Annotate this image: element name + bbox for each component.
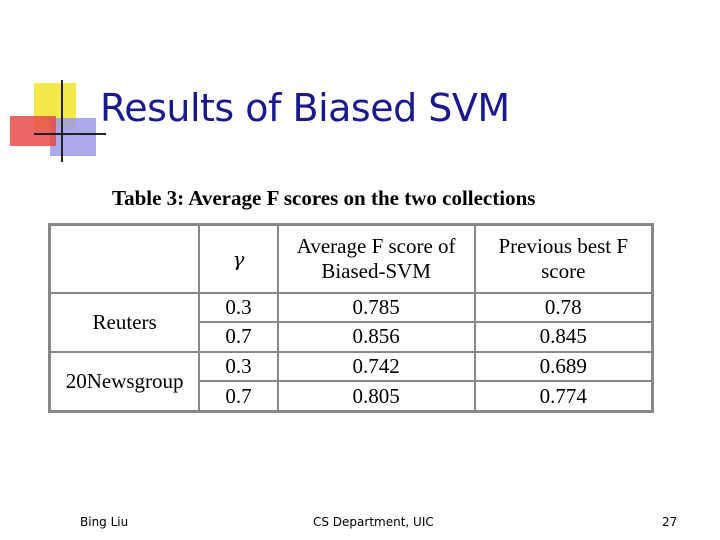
gamma-cell: 0.3 bbox=[198, 350, 279, 383]
table-row: 0.7 0.856 0.845 bbox=[50, 321, 654, 353]
biased-svm-cell: 0.856 bbox=[276, 321, 476, 353]
previous-best-cell: 0.774 bbox=[473, 380, 654, 413]
table-header-row: γ Average F score of Biased-SVM Previous… bbox=[48, 223, 654, 294]
table-row: Reuters 0.3 0.785 0.78 bbox=[48, 291, 654, 353]
previous-best-cell: 0.689 bbox=[473, 350, 654, 383]
biased-svm-cell: 0.785 bbox=[276, 291, 476, 324]
results-table: γ Average F score of Biased-SVM Previous… bbox=[48, 223, 654, 413]
biased-svm-cell: 0.742 bbox=[276, 350, 476, 383]
header-gamma: γ bbox=[198, 223, 279, 294]
previous-best-cell: 0.845 bbox=[473, 321, 654, 353]
collection-cell-20newsgroup: 20Newsgroup bbox=[48, 350, 201, 413]
deco-blue-square bbox=[50, 118, 96, 156]
deco-red-square bbox=[10, 116, 56, 146]
footer-department: CS Department, UIC bbox=[313, 515, 434, 529]
gamma-cell: 0.3 bbox=[198, 291, 279, 324]
collection-cell-reuters: Reuters bbox=[48, 291, 201, 353]
table-row: 20Newsgroup 0.3 0.742 0.689 bbox=[48, 350, 654, 413]
gamma-cell: 0.7 bbox=[198, 380, 279, 413]
footer-page-number: 27 bbox=[662, 515, 678, 529]
slide-title: Results of Biased SVM bbox=[100, 86, 510, 130]
previous-best-cell: 0.78 bbox=[473, 291, 654, 324]
header-biased-svm: Average F score of Biased-SVM bbox=[276, 223, 476, 294]
header-collection bbox=[48, 223, 201, 294]
gamma-cell: 0.7 bbox=[198, 321, 279, 353]
table-row: 0.7 0.805 0.774 bbox=[50, 380, 654, 413]
header-previous-best: Previous best F score bbox=[473, 223, 654, 294]
decorative-squares-logo bbox=[10, 80, 106, 162]
footer-author: Bing Liu bbox=[80, 515, 129, 529]
biased-svm-cell: 0.805 bbox=[276, 380, 476, 413]
table-caption: Table 3: Average F scores on the two col… bbox=[112, 186, 536, 210]
